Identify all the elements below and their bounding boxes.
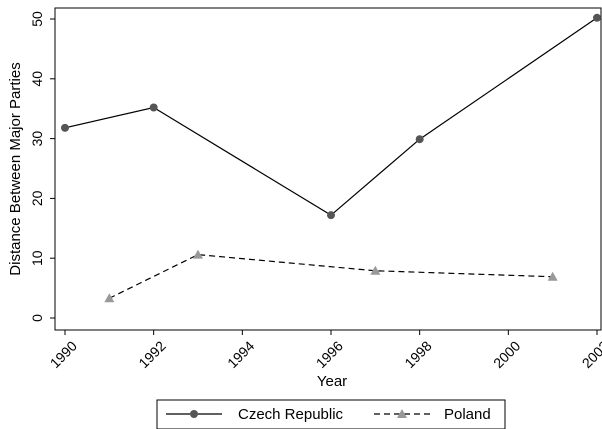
x-tick-label: 1998	[401, 338, 434, 371]
y-axis-title: Distance Between Major Parties	[7, 62, 24, 275]
data-point	[370, 265, 381, 275]
series-layer	[61, 13, 601, 303]
y-tick-label: 50	[29, 11, 45, 27]
x-tick-label: 1990	[47, 338, 80, 371]
y-tick-label: 20	[29, 190, 45, 206]
legend-label-poland: Poland	[444, 406, 491, 423]
data-point	[61, 123, 69, 132]
x-tick-label: 2000	[490, 338, 523, 371]
data-point	[415, 135, 424, 144]
legend-marker-czech	[190, 410, 198, 418]
legend-label-czech: Czech Republic	[238, 406, 344, 423]
series-line-1	[109, 253, 553, 299]
y-tick-label: 30	[29, 131, 45, 147]
data-point	[104, 293, 115, 303]
x-axis: 1990 1992 1994 1996 1998 2000 2002	[47, 330, 602, 371]
data-point	[149, 103, 158, 112]
legend-marker-poland	[397, 409, 407, 418]
data-point	[547, 271, 558, 281]
x-tick-label: 1992	[135, 338, 168, 371]
y-axis: 0 10 20 30 40 50	[29, 11, 55, 322]
data-point	[593, 13, 601, 22]
data-point	[193, 249, 203, 259]
y-tick-label: 0	[29, 314, 45, 322]
y-tick-label: 10	[29, 250, 45, 266]
x-tick-label: 1996	[313, 338, 346, 371]
plot-area	[54, 7, 602, 331]
x-tick-label: 1994	[224, 338, 257, 371]
legend: Czech Republic Poland	[156, 399, 506, 429]
data-point	[327, 211, 335, 220]
x-tick-label: 2002	[579, 338, 602, 371]
x-axis-title: Year	[317, 373, 347, 390]
y-tick-label: 40	[29, 71, 45, 87]
